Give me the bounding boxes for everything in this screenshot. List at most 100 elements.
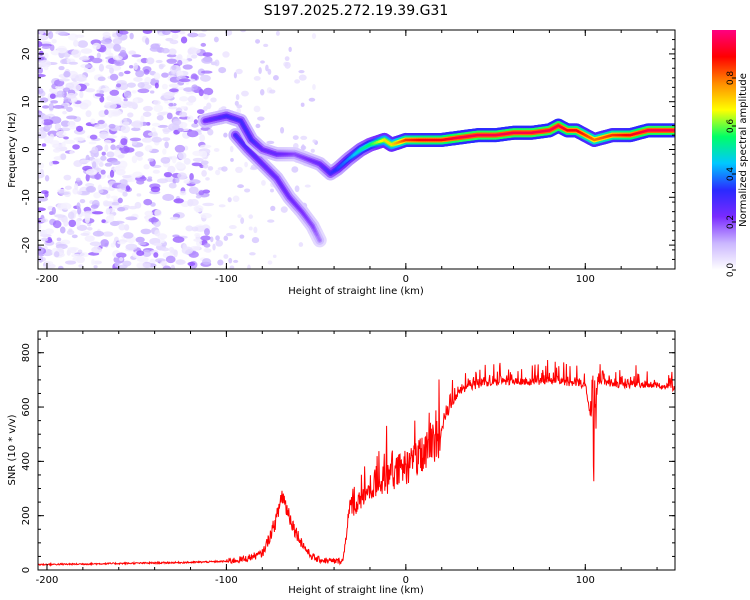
noise-blob — [202, 163, 209, 169]
noise-blob — [200, 235, 211, 241]
noise-blob — [179, 190, 187, 196]
spectrogram-xlabel: Height of straight line (km) — [288, 286, 424, 297]
noise-blob — [71, 234, 78, 239]
noise-blob — [38, 223, 42, 230]
noise-blob — [60, 202, 72, 210]
noise-blob — [151, 136, 163, 143]
noise-blob — [160, 156, 171, 164]
noise-blob — [199, 134, 206, 142]
noise-blob — [218, 66, 227, 74]
noise-blob — [185, 225, 194, 232]
snr-xtick-label: 100 — [576, 575, 595, 586]
noise-blob — [109, 73, 119, 81]
noise-blob — [144, 210, 153, 217]
noise-blob — [110, 160, 121, 166]
noise-blob — [84, 212, 91, 221]
noise-blob — [304, 184, 311, 188]
noise-blob — [207, 166, 214, 171]
noise-blob — [312, 139, 317, 144]
colorbar-tick-label: 0.8 — [726, 71, 736, 86]
noise-blob — [116, 184, 129, 189]
noise-blob — [136, 193, 142, 197]
noise-blob — [60, 58, 68, 65]
noise-blob — [92, 161, 97, 169]
noise-blob — [190, 47, 201, 54]
noise-blob — [173, 249, 178, 258]
noise-blob — [38, 50, 44, 56]
noise-blob — [189, 198, 199, 206]
noise-blob — [159, 238, 166, 244]
noise-blob — [119, 256, 124, 262]
spectrogram-ytick-label: 10 — [21, 95, 32, 108]
noise-blob — [125, 216, 138, 221]
noise-blob — [122, 191, 128, 197]
noise-blob — [212, 243, 216, 251]
noise-blob — [267, 219, 275, 223]
noise-blob — [48, 102, 54, 111]
noise-blob — [79, 252, 90, 258]
noise-blob — [54, 123, 62, 131]
noise-blob — [194, 232, 201, 238]
noise-blob — [111, 201, 120, 206]
noise-blob — [107, 109, 114, 118]
noise-blob — [91, 259, 96, 266]
noise-blob — [93, 265, 98, 269]
noise-blob — [39, 168, 45, 177]
noise-blob — [168, 48, 177, 56]
noise-blob — [258, 67, 262, 75]
noise-blob — [60, 153, 67, 160]
snr-ytick-label: 0 — [21, 567, 32, 573]
noise-blob — [193, 119, 198, 125]
noise-blob — [298, 70, 305, 74]
noise-blob — [300, 102, 305, 107]
noise-blob — [79, 102, 89, 110]
noise-blob — [174, 177, 180, 183]
noise-blob — [174, 144, 186, 153]
noise-blob — [187, 261, 196, 266]
noise-blob — [115, 252, 127, 258]
noise-blob — [201, 57, 213, 64]
noise-blob — [123, 232, 134, 239]
noise-blob — [115, 83, 122, 88]
noise-blob — [38, 131, 47, 139]
noise-blob — [104, 162, 113, 167]
spectrogram-ytick-label: -10 — [21, 189, 32, 205]
noise-blob — [214, 59, 220, 67]
noise-blob — [270, 188, 274, 193]
noise-blob — [94, 173, 102, 180]
noise-blob — [58, 65, 65, 71]
noise-blob — [163, 171, 173, 178]
noise-blob — [133, 62, 138, 71]
noise-blob — [253, 76, 261, 81]
colorbar-tick-label: 0.6 — [726, 119, 736, 134]
noise-blob — [110, 195, 119, 199]
noise-blob — [41, 45, 51, 49]
noise-blob — [226, 232, 233, 237]
noise-blob — [291, 166, 299, 173]
noise-blob — [48, 87, 58, 94]
noise-blob — [80, 48, 93, 54]
noise-blob — [199, 74, 211, 82]
noise-blob — [102, 231, 114, 237]
spectrogram-ytick-label: -20 — [21, 237, 32, 253]
noise-blob — [155, 59, 163, 64]
noise-blob — [239, 234, 245, 239]
colorbar: 0.0 0.2 0.4 0.6 0.8 Normalized spectral ampl… — [712, 30, 749, 277]
noise-blob — [137, 88, 150, 94]
noise-blob — [166, 58, 178, 64]
noise-blob — [125, 243, 138, 251]
noise-blob — [191, 162, 202, 167]
noise-blob — [182, 64, 193, 70]
noise-blob — [38, 148, 46, 152]
noise-blob — [94, 123, 107, 130]
noise-blob — [38, 56, 45, 61]
noise-blob — [183, 179, 191, 184]
noise-blob — [255, 39, 261, 44]
noise-blob — [131, 54, 142, 58]
noise-blob — [177, 172, 187, 180]
noise-blob — [94, 93, 105, 97]
snr-xlabel: Height of straight line (km) — [288, 585, 424, 596]
noise-blob — [76, 125, 84, 132]
noise-blob — [145, 37, 150, 45]
noise-blob — [195, 206, 200, 213]
